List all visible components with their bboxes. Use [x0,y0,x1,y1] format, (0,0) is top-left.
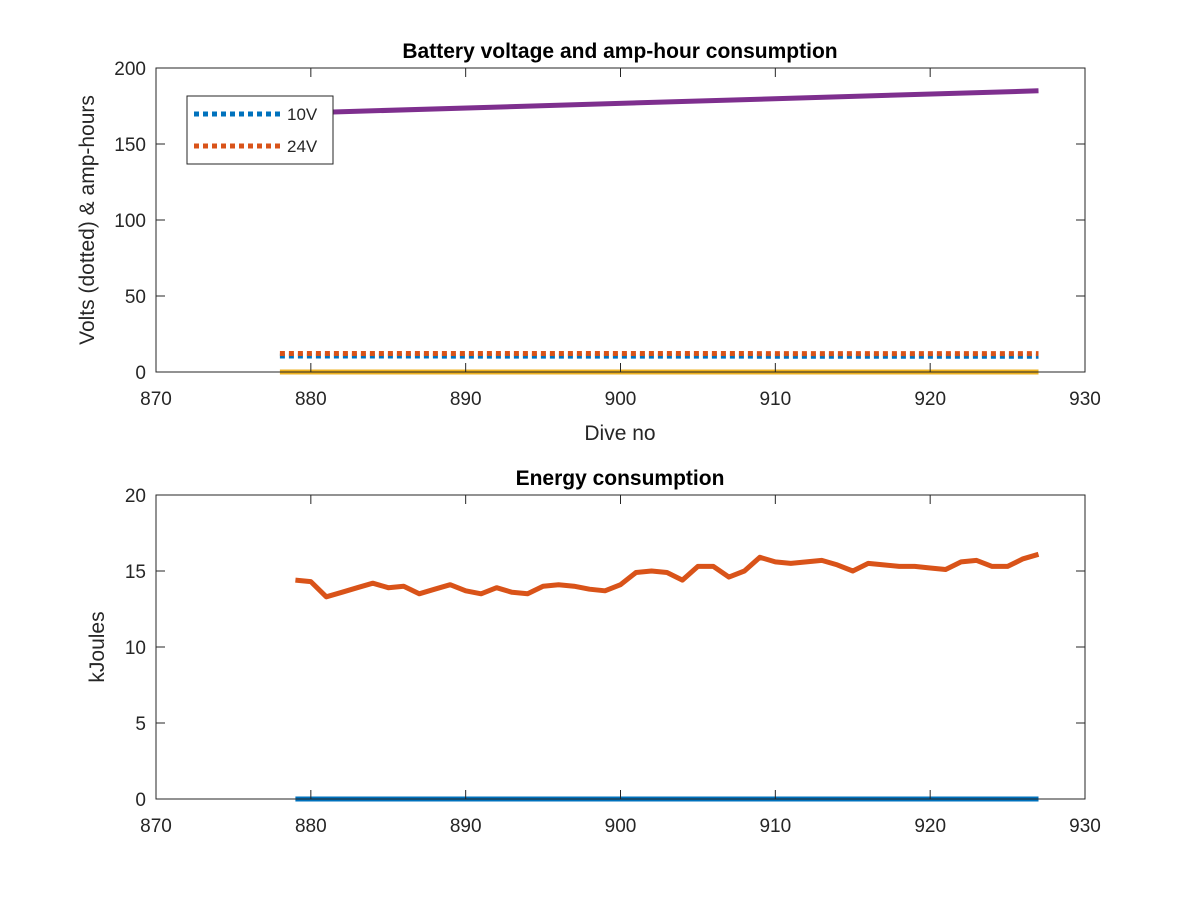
y-tick-label: 0 [135,363,146,384]
x-tick-label: 890 [450,816,482,837]
x-tick-label: 880 [295,389,327,410]
y-tick-label: 10 [125,638,146,659]
subplot-energy: Energy consumption 870 880 890 900 910 920 930… [86,467,1101,837]
series-line-0-3 [279,88,1039,117]
x-axis-label: Dive no [584,422,655,445]
chart-title: Battery voltage and amp-hour consumption [402,40,837,63]
y-axis-label: kJoules [86,611,109,682]
y-tick-label: 15 [125,562,146,583]
y-tick-label: 5 [135,714,146,735]
series-line-1-1 [295,551,1040,600]
x-tick-label: 920 [914,816,946,837]
plot-area [156,495,1085,799]
y-tick-label: 50 [125,287,146,308]
x-tick-label: 890 [450,389,482,410]
y-tick-label: 200 [114,59,146,80]
legend-box [186,95,334,165]
legend-label-10v: 10V [287,105,318,124]
chart-title: Energy consumption [516,467,725,490]
x-tick-label: 920 [914,389,946,410]
y-axis-label: Volts (dotted) & amp-hours [76,95,99,345]
x-tick-label: 900 [605,816,637,837]
legend-label-24v: 24V [287,137,318,156]
x-tick-label: 910 [759,816,791,837]
legend: 10V 24V [186,95,334,165]
x-tick-label: 910 [759,389,791,410]
y-tick-label: 0 [135,790,146,811]
x-tick-label: 930 [1069,816,1101,837]
y-tick-label: 150 [114,135,146,156]
tick-group: 870 880 890 900 910 920 930 0 5 10 15 20 [125,486,1101,837]
y-tick-label: 20 [125,486,146,507]
y-tick-label: 100 [114,211,146,232]
x-tick-label: 880 [295,816,327,837]
x-tick-label: 900 [605,389,637,410]
subplot-battery: Battery voltage and amp-hour consumption… [76,40,1101,445]
x-tick-label: 930 [1069,389,1101,410]
x-tick-label: 870 [140,816,172,837]
tick-group: 870 880 890 900 910 920 930 0 50 100 150 200 [114,59,1101,410]
x-tick-label: 870 [140,389,172,410]
